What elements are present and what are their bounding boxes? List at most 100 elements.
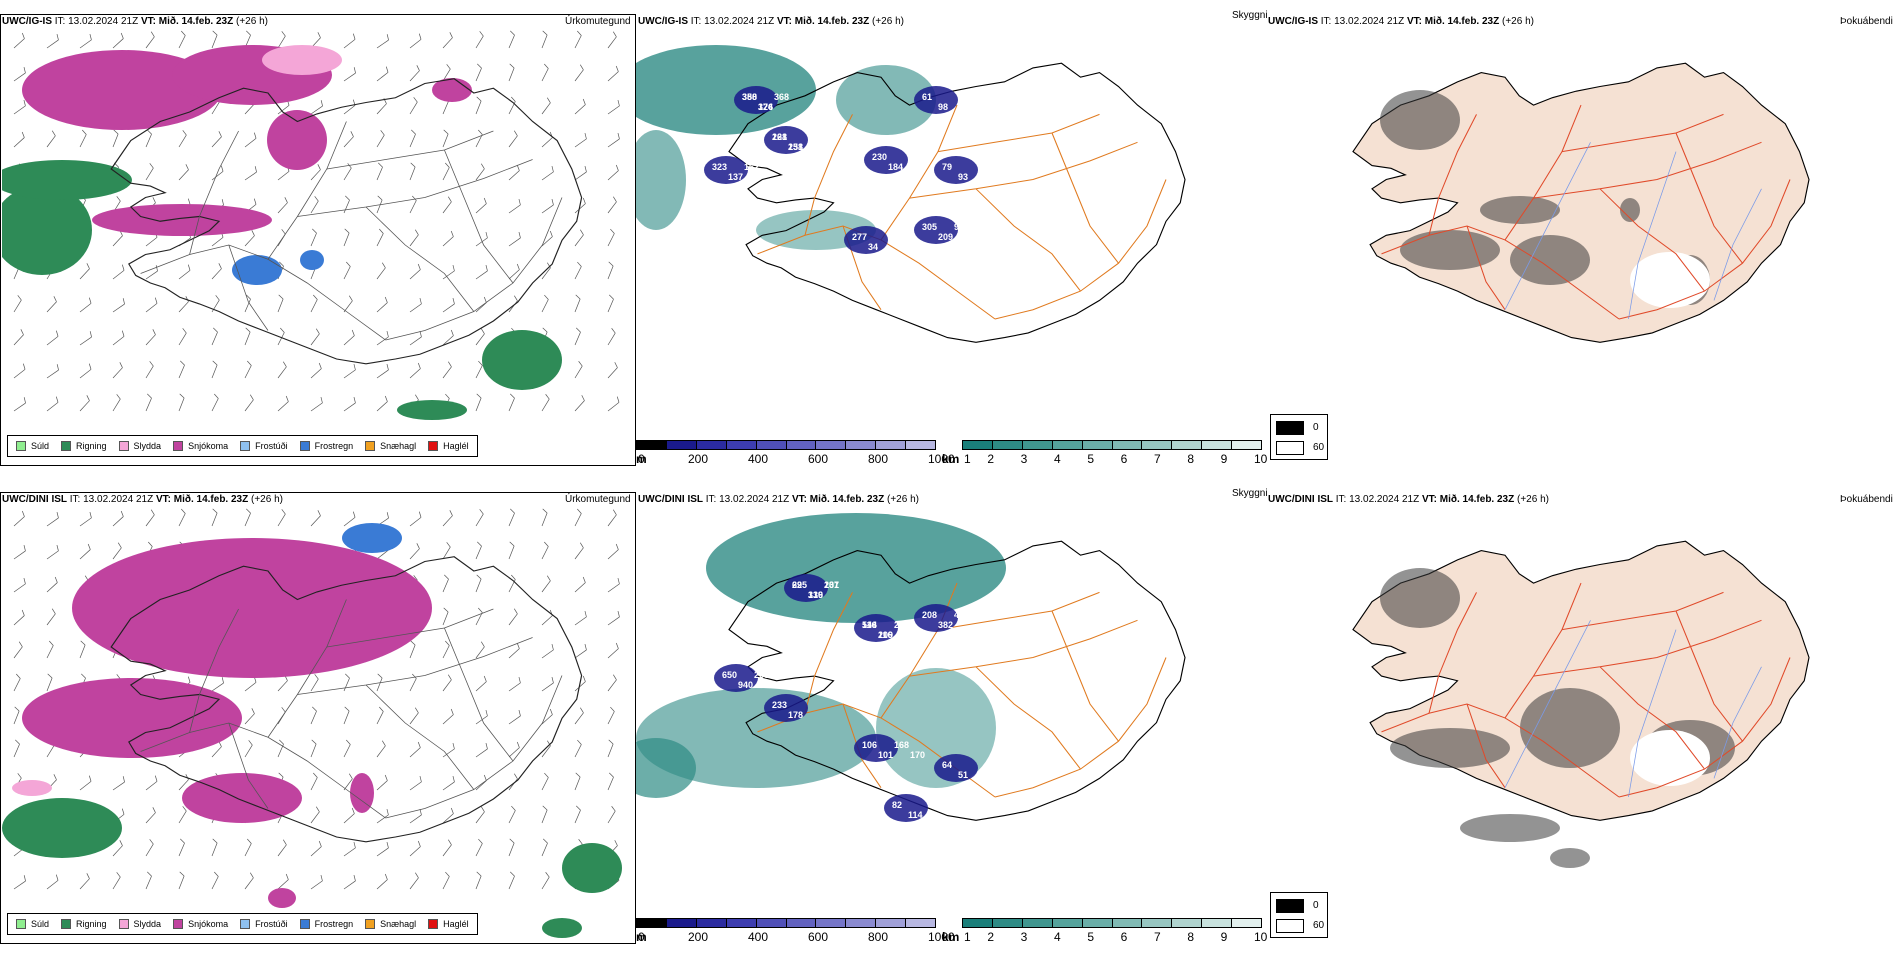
lead-time: (+26 h) [869,16,904,27]
visibility-value: 650 [722,670,737,680]
precip-type-map: Súld Rigning Slydda Snjókoma Frostúði Frostre… [0,14,636,466]
fog-legend: 0 60 [1270,414,1328,460]
colorbar-tick: 10 [1254,930,1268,944]
cloud-panel-title: Skyggni [1232,10,1268,21]
visibility-value: 61 [922,92,932,102]
colorbar-tick: 0 [638,930,645,944]
colorbar-bin [726,441,757,449]
colorbar-tick: 2 [987,452,995,466]
snow-area [182,773,302,823]
road-line [1618,657,1791,798]
road-line [385,197,563,341]
visibility-value: 98 [938,102,948,112]
valid-time: Mið. 14.feb. 23Z [173,494,249,505]
legend-label: Súld [31,441,50,451]
visibility-value: 277 [852,232,867,242]
model-name: UWC/DINI ISL [638,494,703,505]
colorbar-bin [816,919,847,927]
precip-type-legend: Súld Rigning Slydda Snjókoma Frostúði Frostre… [7,435,478,457]
init-time: 13.02.2024 21Z [83,494,154,505]
fog-legend-label: 0 [1313,900,1319,911]
rain-area [2,798,122,858]
legend-swatch [173,441,184,451]
low-visibility-area [734,86,778,114]
road-line [267,121,347,260]
legend-item: Súld [16,919,49,929]
colorbar-bin [696,441,727,449]
colorbar-bin [846,441,877,449]
visibility-map: 2253192315442092632083824886509402682331… [636,513,1186,822]
legend-swatch [428,919,439,929]
colorbar-bin [1022,441,1053,449]
colorbar-tick: 4 [1054,452,1061,466]
visibility-value: 116 [862,620,877,630]
fog-legend-swatch [1276,899,1304,913]
legend-swatch [16,919,26,929]
snow-area [22,678,242,758]
road-line [228,722,269,809]
legend-item: Frostregn [299,441,353,451]
fog-area [1510,235,1590,285]
colorbar-tick: 10 [1254,452,1268,466]
cloud-area [636,130,686,230]
visibility-value: 107 [824,580,839,590]
freezing-rain-area [300,250,324,270]
legend-swatch [365,919,376,929]
iceland-coastline [110,78,583,365]
fog-area [1520,688,1620,768]
colorbar-bin [637,441,667,449]
visibility-value: 544 [862,620,877,630]
cloud-area [636,45,816,135]
snow-area [22,50,222,130]
valid-label: VT: [153,494,174,505]
visibility-value: 34 [868,242,878,252]
road-line [444,627,514,762]
cloud-area [636,738,696,798]
iceland-coastline [728,540,1186,821]
colorbar-tick: 9 [1220,452,1228,466]
rain-area [397,400,467,420]
colorbar-bin [1112,441,1143,449]
legend-label: Súld [31,919,50,929]
road-line [804,592,853,714]
road-line [444,149,514,284]
visibility-value: 231 [824,580,839,590]
legend-item: Snjókoma [173,441,228,451]
colorbar-bin [1112,919,1143,927]
colorbar-tick: 400 [748,930,769,944]
valid-time: Mið. 14.feb. 23Z [794,16,870,27]
fog-legend-swatch [1276,919,1304,933]
legend-swatch [118,919,129,929]
low-visibility-area [704,156,748,184]
rivers [1504,620,1762,798]
panel-header: UWC/IG-IS IT: 13.02.2024 21Z VT: Mið. 14… [638,16,904,27]
visibility-value: 176 [758,102,773,112]
colorbar-bin [666,441,697,449]
visibility-value: 170 [910,750,925,760]
colorbar-tick: 8 [1187,452,1195,466]
colorbar-bin [786,919,817,927]
road-line [842,703,882,788]
road-line [1428,592,1477,714]
fog-legend-label: 0 [1313,422,1319,433]
colorbar-tick: 6 [1120,452,1128,466]
road-line [1466,225,1506,310]
low-visibility-area [764,126,808,154]
low-visibility-area [934,156,978,184]
visibility-value: 93 [958,172,968,182]
colorbar-tick: 3 [1020,452,1028,466]
road-line [975,188,1081,292]
visibility-value: 263 [894,620,909,630]
rain-area [2,185,92,275]
fog-area [1380,568,1460,628]
rain-area [542,918,582,938]
model-name: UWC/DINI ISL [2,494,67,505]
legend-label: Rigning [76,441,107,451]
fog-panel-title: Þokuábendi [1840,16,1893,27]
colorbar-bin [1172,919,1203,927]
colorbar-tick: 1 [964,930,971,944]
colorbar-bin [786,441,817,449]
colorbar-tick: 1000 [928,452,955,466]
snow-area [92,204,272,236]
colorbar-tick: 200 [688,930,709,944]
